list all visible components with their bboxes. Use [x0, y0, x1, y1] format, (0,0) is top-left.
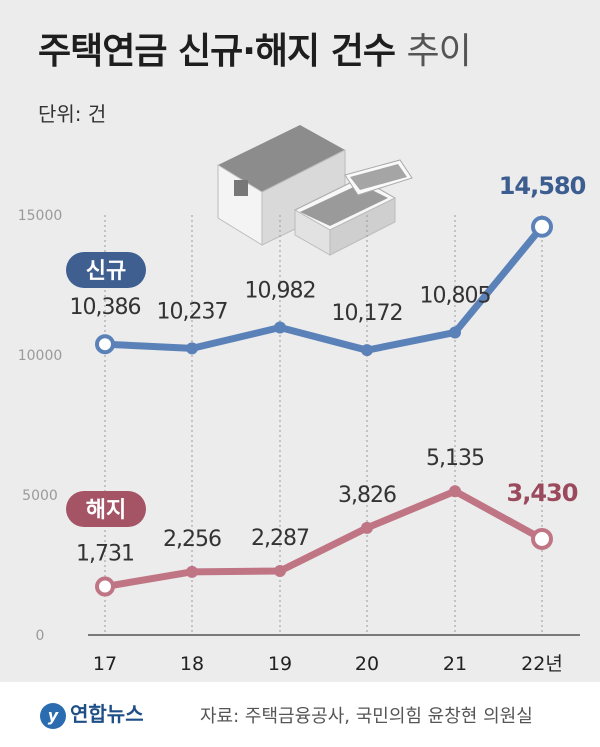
data-label: 3,826 — [338, 483, 396, 508]
yonhap-logo: y 연합뉴스 — [40, 698, 144, 729]
series-point — [531, 215, 553, 238]
house-illustration — [217, 125, 413, 256]
y-tick-label: 0 — [36, 628, 45, 644]
series-line-0 — [101, 223, 546, 354]
x-tick-label: 21 — [443, 653, 467, 675]
series-point — [95, 576, 115, 597]
data-label: 14,580 — [499, 172, 586, 200]
data-label: 10,982 — [245, 279, 316, 304]
legend-badge-1 — [66, 491, 146, 527]
data-label: 2,287 — [251, 526, 309, 551]
series-point — [274, 321, 286, 334]
data-label: 10,172 — [332, 301, 403, 326]
legend-badge-0 — [66, 252, 146, 288]
line-chart: 15000 10000 5000 0 17 18 19 20 21 22년 10,386 10,23… — [18, 125, 587, 675]
x-tick-label: 17 — [93, 653, 117, 675]
series-point — [449, 326, 461, 339]
series-point — [274, 564, 286, 577]
y-tick-label: 10000 — [18, 348, 63, 364]
data-label: 2,256 — [163, 527, 221, 552]
data-label: 5,135 — [426, 446, 484, 471]
footer: y 연합뉴스 자료: 주택금융공사, 국민의힘 윤창현 의원실 — [0, 682, 600, 747]
data-label: 10,805 — [420, 283, 491, 308]
data-label: 10,237 — [157, 299, 228, 324]
series-point — [361, 344, 373, 357]
unit-label: 단위: 건 — [38, 102, 107, 126]
x-tick-label: 19 — [268, 653, 292, 675]
series-point — [95, 334, 115, 355]
series-line-1 — [101, 487, 546, 591]
x-tick-label: 22년 — [521, 653, 563, 675]
series-point — [186, 342, 198, 355]
y-tick-label: 15000 — [18, 208, 63, 224]
legend-label: 신규 — [86, 259, 126, 284]
series-point — [531, 527, 553, 550]
logo-icon: y — [40, 702, 66, 729]
series-point — [186, 565, 198, 578]
x-tick-label: 18 — [180, 653, 204, 675]
data-label: 1,731 — [76, 542, 134, 567]
source-note: 자료: 주택금융공사, 국민의힘 윤창현 의원실 — [200, 706, 533, 727]
series-point — [449, 485, 461, 498]
series-point — [361, 521, 373, 534]
y-tick-label: 5000 — [22, 488, 58, 504]
legend-label: 해지 — [86, 498, 126, 523]
data-label: 3,430 — [507, 479, 578, 507]
chart-title-suffix: 추이 — [406, 31, 472, 72]
chart-title: 주택연금 신규·해지 건수 추이 — [38, 31, 472, 72]
x-tick-label: 20 — [355, 653, 379, 675]
data-label: 10,386 — [70, 295, 141, 320]
